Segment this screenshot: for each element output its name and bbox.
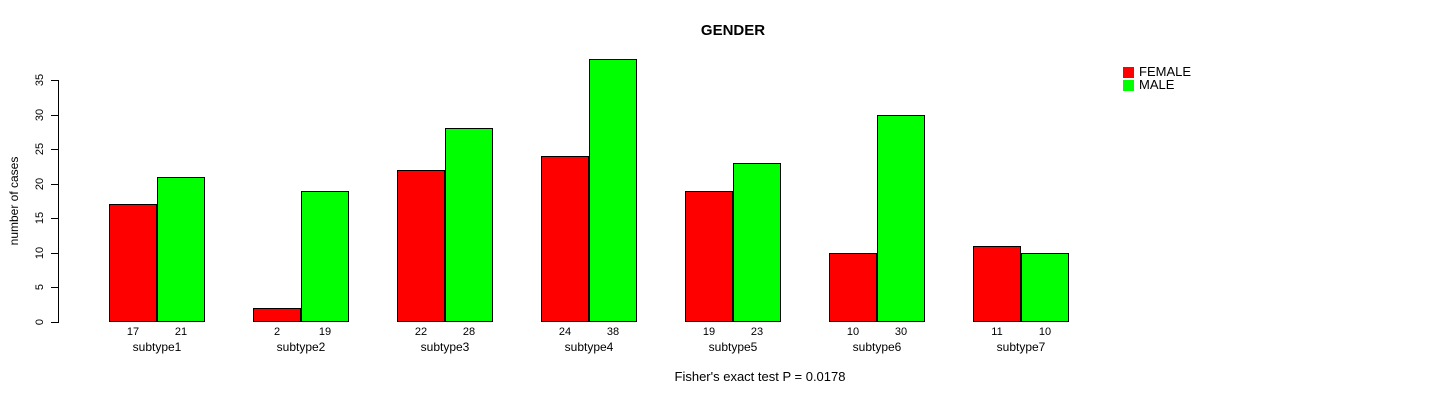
bar-value-label: 17: [126, 326, 140, 338]
y-tick: [51, 80, 58, 81]
category-label: subtype1: [132, 340, 182, 354]
bar-value-label: 28: [462, 326, 476, 338]
bar-value-label: 21: [174, 326, 188, 338]
bar-value-label: 11: [991, 326, 1003, 338]
bar-value-label: 19: [702, 326, 716, 338]
bar-male-subtype6: [877, 115, 925, 322]
category-label: subtype3: [420, 340, 470, 354]
y-tick: [51, 252, 58, 254]
category-label: subtype7: [996, 340, 1046, 354]
bar-male-subtype1: [157, 177, 205, 322]
bar-value-label: 38: [606, 326, 620, 338]
y-tick: [51, 114, 58, 116]
bar-male-subtype5: [733, 163, 781, 322]
y-tick-label: 25: [34, 143, 46, 156]
legend-label-male: MALE: [1139, 77, 1175, 92]
bar-value-label: 30: [894, 326, 908, 338]
bar-value-label: 22: [414, 326, 428, 338]
bar-male-subtype3: [445, 128, 493, 322]
chart-title: GENDER: [700, 22, 766, 39]
bar-value-label: 19: [318, 326, 332, 338]
category-label: subtype6: [852, 340, 902, 354]
bar-female-subtype7: [973, 246, 1021, 322]
bar-female-subtype5: [685, 191, 733, 322]
y-tick-label: 20: [34, 177, 46, 190]
y-axis-line: [58, 80, 59, 323]
legend-label-female: FEMALE: [1139, 64, 1192, 79]
category-label: subtype2: [276, 340, 326, 354]
bar-female-subtype3: [397, 170, 445, 322]
y-tick-label: 30: [34, 108, 46, 121]
bar-male-subtype7: [1021, 253, 1069, 322]
bar-value-label: 2: [273, 326, 281, 338]
female-swatch-icon: [1123, 66, 1134, 78]
y-tick-label: 5: [34, 284, 46, 291]
y-tick: [51, 322, 58, 323]
bar-value-label: 10: [1038, 326, 1052, 338]
category-label: subtype5: [708, 340, 758, 354]
bar-female-subtype2: [253, 308, 301, 322]
y-tick: [51, 183, 58, 185]
bar-male-subtype4: [589, 59, 637, 322]
y-tick: [51, 287, 58, 289]
male-swatch-icon: [1123, 79, 1134, 91]
bar-female-subtype4: [541, 156, 589, 322]
legend: FEMALE MALE: [1123, 64, 1192, 92]
y-tick-label: 35: [34, 73, 46, 87]
category-label: subtype4: [564, 340, 614, 354]
bar-female-subtype1: [109, 204, 157, 322]
y-tick: [51, 218, 58, 220]
y-tick-label: 15: [34, 212, 46, 225]
annotation-caption: Fisher's exact test P = 0.0178: [674, 369, 846, 384]
bar-value-label: 10: [846, 326, 860, 338]
y-tick: [51, 149, 58, 151]
y-tick-label: 10: [34, 246, 46, 259]
legend-item-male: MALE: [1123, 77, 1191, 92]
bar-male-subtype2: [301, 191, 349, 322]
y-tick-label: 0: [34, 318, 46, 326]
bar-female-subtype6: [829, 253, 877, 322]
bar-value-label: 23: [750, 326, 764, 338]
legend-item-female: FEMALE: [1123, 64, 1192, 79]
bar-value-label: 24: [558, 326, 572, 338]
